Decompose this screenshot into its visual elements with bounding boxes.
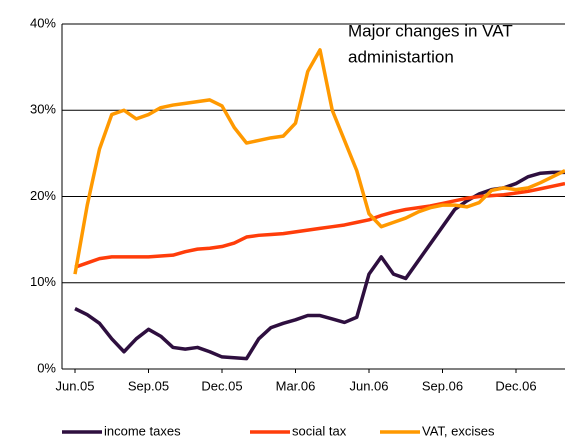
y-tick-label: 0% [37, 360, 56, 375]
line-series [74, 170, 565, 361]
x-tick-label: Dec.05 [201, 378, 242, 393]
legend-label: VAT, excises [422, 423, 495, 438]
y-tick-label: 20% [30, 188, 56, 203]
x-tick-label: Mar.06 [276, 378, 316, 393]
y-tick-label: 10% [30, 274, 56, 289]
x-tick-label: Jun.06 [349, 378, 388, 393]
x-tick-label: Sep.06 [422, 378, 463, 393]
annotation: administartion [348, 47, 454, 66]
annotation: Major changes in VAT [348, 21, 513, 40]
legend-label: social tax [292, 423, 347, 438]
line-series [73, 48, 565, 275]
x-tick-label: Dec.06 [495, 378, 536, 393]
x-tick-label: Jun.05 [55, 378, 94, 393]
x-tick-label: Sep.05 [128, 378, 169, 393]
legend-label: income taxes [104, 423, 181, 438]
y-tick-label: 40% [30, 15, 56, 30]
y-tick-label: 30% [30, 102, 56, 117]
